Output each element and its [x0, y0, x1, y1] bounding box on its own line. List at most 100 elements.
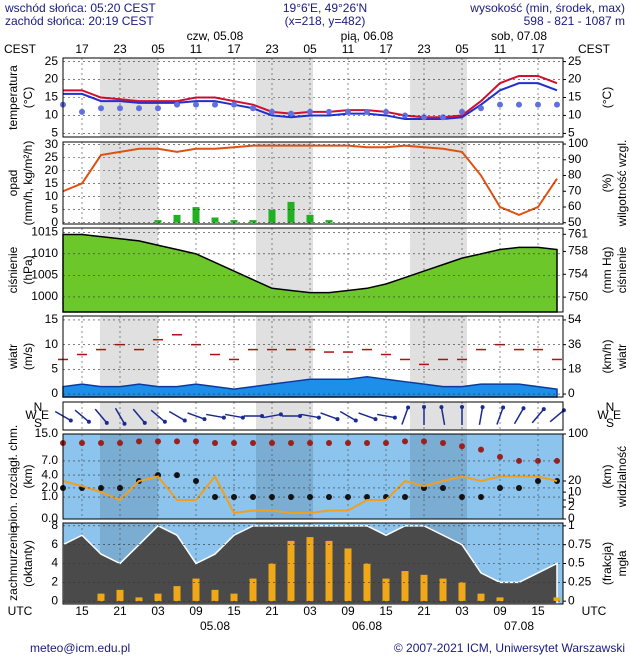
y2-tick-label: 758 — [568, 244, 588, 258]
grid-point: (x=218, y=482) — [285, 14, 366, 28]
dot — [497, 453, 503, 460]
y-tick-label: 0 — [51, 215, 58, 229]
dot — [364, 494, 370, 501]
wind-arrow — [74, 409, 90, 423]
y-tick-label: 7.0 — [41, 453, 58, 467]
night-band — [100, 434, 158, 519]
dot — [307, 439, 313, 446]
y-tick-label: 4 — [51, 556, 58, 570]
bar — [249, 220, 257, 223]
y-tick-label: 5 — [51, 126, 58, 140]
y-tick-label: 5 — [51, 202, 58, 216]
cest-hour: 11 — [342, 42, 355, 56]
bar — [211, 589, 219, 602]
y2-tick-label: 90 — [568, 152, 582, 166]
night-band — [410, 402, 467, 430]
dot — [497, 101, 503, 108]
bar — [382, 578, 390, 602]
dot — [174, 438, 180, 445]
bar — [154, 220, 162, 223]
y2-tick-label: 25 — [568, 54, 582, 68]
cest-hour: 17 — [227, 42, 241, 56]
y2-tick-label: 70 — [568, 183, 582, 197]
y-tick-label: 5 — [51, 362, 58, 376]
dot — [155, 438, 161, 445]
y2-tick-label: 10 — [568, 108, 582, 122]
right-axis-label: wiatr — [615, 344, 629, 370]
y-tick-label: 30 — [45, 137, 59, 151]
cest-hour: 05 — [151, 42, 165, 56]
left-axis-label: (oktanty) — [21, 540, 35, 587]
compass-letter: W — [597, 408, 609, 422]
right-axis-label: widzialność — [615, 446, 629, 508]
dot — [136, 105, 142, 112]
dot — [212, 101, 218, 108]
series-area — [62, 375, 558, 398]
y-tick-label: 20 — [45, 72, 59, 86]
y-tick-label: 8 — [51, 518, 58, 532]
dot — [98, 484, 104, 491]
bar — [230, 220, 238, 223]
y2-tick-label: 20 — [568, 473, 582, 487]
bar — [249, 578, 257, 602]
y-tick-label: 15 — [45, 312, 59, 326]
cest-hour: 23 — [417, 42, 431, 56]
y-tick-label: 20 — [45, 163, 59, 177]
wind-arrow — [377, 413, 395, 419]
dot — [345, 108, 351, 115]
dot — [459, 494, 465, 501]
panel-frame — [62, 401, 564, 431]
left-axis-label: (°C) — [21, 87, 35, 108]
wind-arrow — [206, 413, 224, 419]
y-tick-label: 1005 — [31, 268, 58, 282]
y-tick-label: 10 — [45, 108, 59, 122]
bar — [306, 214, 314, 223]
arrow-head — [122, 421, 127, 426]
arrow-head — [240, 415, 245, 420]
bar — [477, 593, 485, 602]
wind-arrow — [513, 407, 525, 425]
date-top: sob, 07.08 — [491, 29, 547, 43]
y2-tick-label: 0 — [568, 386, 575, 400]
y2-tick-label: 1 — [568, 518, 575, 532]
series-line — [62, 144, 558, 216]
y2-tick-label: 54 — [568, 312, 582, 326]
cest-hour: 11 — [190, 42, 203, 56]
dot — [193, 101, 199, 108]
panel-frame — [62, 227, 564, 313]
y2-tick-label: 750 — [568, 289, 588, 303]
dot — [421, 438, 427, 445]
dot — [231, 439, 237, 446]
dot — [174, 472, 180, 479]
bar — [496, 597, 504, 602]
y2-tick-label: 10 — [568, 484, 582, 498]
bar — [154, 593, 162, 602]
dot — [383, 439, 389, 446]
arrow-head — [439, 405, 444, 410]
dot — [345, 439, 351, 446]
y-tick-label: 15 — [45, 90, 59, 104]
y-tick-label: 2.0 — [41, 480, 58, 494]
cest-hour: 11 — [494, 42, 507, 56]
cest-hour: 23 — [265, 42, 279, 56]
bar — [287, 201, 295, 223]
night-band — [100, 142, 158, 224]
dot — [307, 108, 313, 115]
compass-letter: N — [606, 400, 615, 414]
bar — [287, 540, 295, 602]
wind-arrow — [531, 408, 545, 424]
dot — [383, 108, 389, 115]
right-axis-label: (%) — [600, 174, 614, 193]
panel-frame — [62, 315, 564, 398]
utc-hour: 15 — [379, 604, 393, 618]
y2-tick-label: 80 — [568, 168, 582, 182]
y-tick-label: 25 — [45, 54, 59, 68]
y2-tick-label: 2 — [568, 499, 575, 513]
bar — [268, 209, 276, 223]
bar — [401, 571, 409, 602]
cest-hour: 05 — [455, 42, 469, 56]
bar — [230, 593, 238, 602]
utc-hour: 21 — [417, 604, 431, 618]
date-bottom: 07.08 — [504, 619, 534, 633]
dot — [535, 101, 541, 108]
